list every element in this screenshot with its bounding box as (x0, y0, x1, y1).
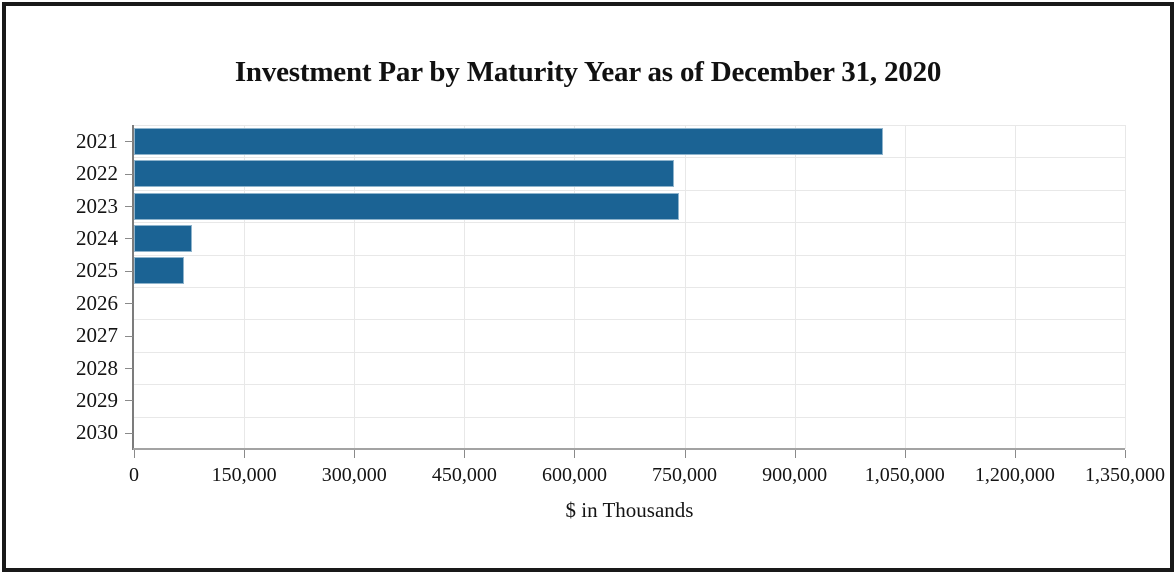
y-axis-line (132, 125, 134, 450)
vertical-gridline (244, 125, 246, 449)
bar-2024 (134, 224, 192, 252)
bar-2022 (134, 160, 674, 188)
horizontal-gridline (134, 416, 1125, 418)
x-tick (244, 450, 245, 458)
x-tick-label: 1,200,000 (974, 464, 1055, 486)
x-tick (134, 450, 135, 458)
horizontal-gridline (134, 351, 1125, 353)
x-axis-title: $ in Thousands (565, 498, 694, 522)
x-tick (1125, 450, 1126, 458)
y-tick-label: 2023 (76, 193, 118, 218)
y-tick-label: 2025 (76, 258, 118, 283)
y-tick (125, 400, 133, 401)
x-tick-label: 1,350,000 (1085, 464, 1165, 486)
y-tick-label: 2021 (76, 128, 118, 153)
bar-2021 (134, 127, 883, 155)
x-tick (795, 450, 796, 458)
x-tick-label: 0 (129, 464, 139, 486)
horizontal-gridline (134, 319, 1125, 321)
y-tick (125, 336, 133, 337)
y-tick-label: 2028 (76, 355, 118, 380)
x-tick-label: 750,000 (652, 464, 718, 486)
x-tick-label: 450,000 (431, 464, 497, 486)
y-tick (125, 141, 133, 142)
x-tick-label: 300,000 (321, 464, 387, 486)
vertical-gridline (1014, 125, 1016, 449)
y-tick-label: 2027 (76, 323, 118, 348)
vertical-gridline (354, 125, 356, 449)
x-tick (905, 450, 906, 458)
vertical-gridline (684, 125, 686, 449)
vertical-gridline (1125, 125, 1126, 449)
x-tick (1015, 450, 1016, 458)
y-tick (125, 206, 133, 207)
y-tick (125, 303, 133, 304)
x-axis-line (133, 448, 1125, 450)
horizontal-gridline (134, 287, 1125, 288)
x-tick (574, 450, 575, 458)
y-tick (125, 271, 133, 272)
x-tick (354, 450, 355, 458)
vertical-gridline (574, 125, 576, 449)
x-tick-label: 900,000 (762, 464, 828, 486)
x-tick (685, 450, 686, 458)
y-tick (125, 368, 133, 369)
vertical-gridline (794, 125, 796, 449)
y-tick-label: 2029 (76, 387, 118, 412)
vertical-gridline (464, 125, 466, 449)
x-tick-label: 1,050,000 (864, 464, 945, 486)
x-tick-label: 150,000 (211, 464, 277, 486)
horizontal-gridline (134, 254, 1125, 256)
y-tick-label: 2026 (76, 290, 118, 315)
horizontal-gridline (134, 222, 1125, 224)
x-tick (464, 450, 465, 458)
horizontal-gridline (134, 125, 1125, 126)
x-tick-label: 600,000 (541, 464, 607, 486)
y-tick-label: 2024 (76, 225, 118, 250)
chart-title: Investment Par by Maturity Year as of De… (234, 56, 942, 88)
horizontal-gridline (134, 157, 1125, 159)
plot-area (134, 125, 1126, 449)
horizontal-gridline (134, 189, 1125, 191)
y-tick-label: 2022 (76, 161, 118, 186)
vertical-gridline (904, 125, 906, 449)
y-tick (125, 174, 133, 175)
y-tick (125, 238, 133, 239)
horizontal-gridline (134, 384, 1125, 386)
y-tick (125, 433, 133, 434)
y-tick-label: 2030 (76, 420, 118, 445)
bar-2025 (134, 257, 184, 285)
bar-2023 (134, 192, 680, 220)
